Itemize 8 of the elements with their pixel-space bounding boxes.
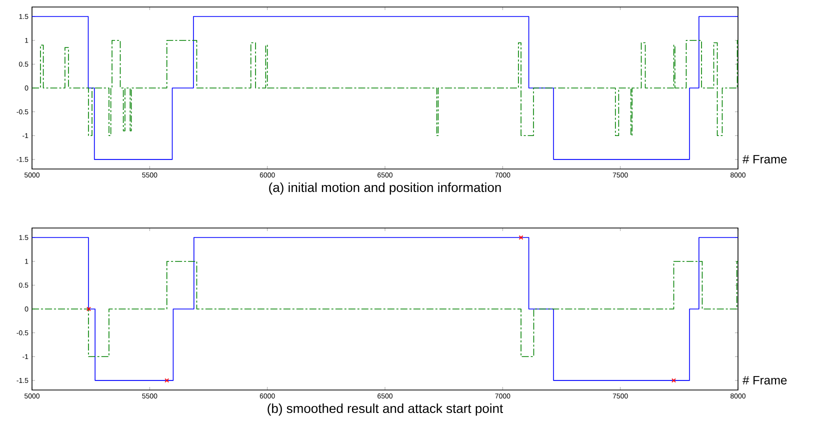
text: (b) smoothed result and attack start point (268, 404, 504, 416)
point (518, 235, 524, 240)
point (164, 378, 170, 383)
point (86, 306, 91, 312)
point (672, 378, 676, 383)
x-axis-title: # Frame (742, 155, 787, 164)
x-axis-title: # Frame (742, 376, 787, 384)
text: (a) initial motion and position information (269, 182, 501, 195)
